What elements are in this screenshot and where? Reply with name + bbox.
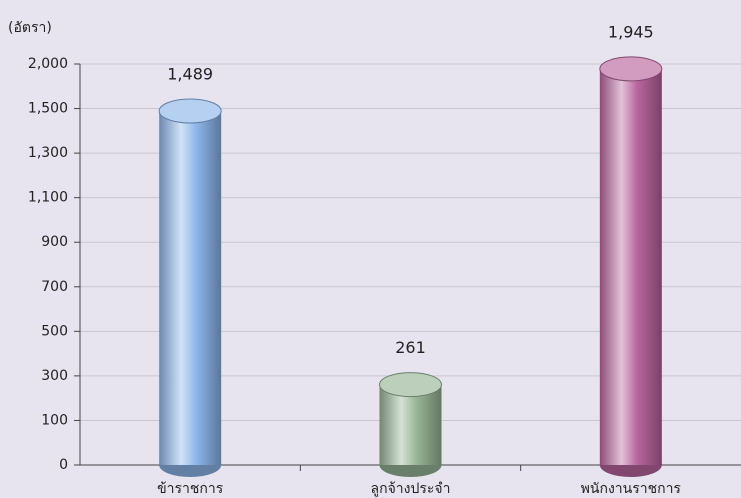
value-label: 1,945 xyxy=(608,22,654,41)
y-tick-label: 1,500 xyxy=(28,101,68,117)
bar-cap xyxy=(379,372,442,398)
y-tick-label: 300 xyxy=(41,368,68,384)
y-tick-label: 500 xyxy=(41,323,68,339)
bar-cap xyxy=(599,56,663,82)
y-axis-label: (อัตรา) xyxy=(8,20,52,36)
bar xyxy=(379,384,442,465)
bar xyxy=(159,111,222,466)
x-tick-label: พนักงานราชการ xyxy=(581,481,682,497)
y-tick-label: 2,000 xyxy=(28,56,68,72)
value-label: 261 xyxy=(395,338,426,357)
y-tick-label: 100 xyxy=(41,412,68,428)
y-tick-label: 1,100 xyxy=(28,190,68,206)
value-label: 1,489 xyxy=(167,65,213,84)
bar xyxy=(599,68,662,465)
y-tick-label: 1,300 xyxy=(28,145,68,161)
x-tick-label: ลูกจ้างประจำ xyxy=(371,481,451,497)
y-tick-label: 700 xyxy=(41,279,68,295)
y-tick-label: 900 xyxy=(41,234,68,250)
x-tick-label: ข้าราชการ xyxy=(157,481,224,497)
y-tick-label: 0 xyxy=(59,457,68,473)
bar-cap xyxy=(158,98,222,124)
